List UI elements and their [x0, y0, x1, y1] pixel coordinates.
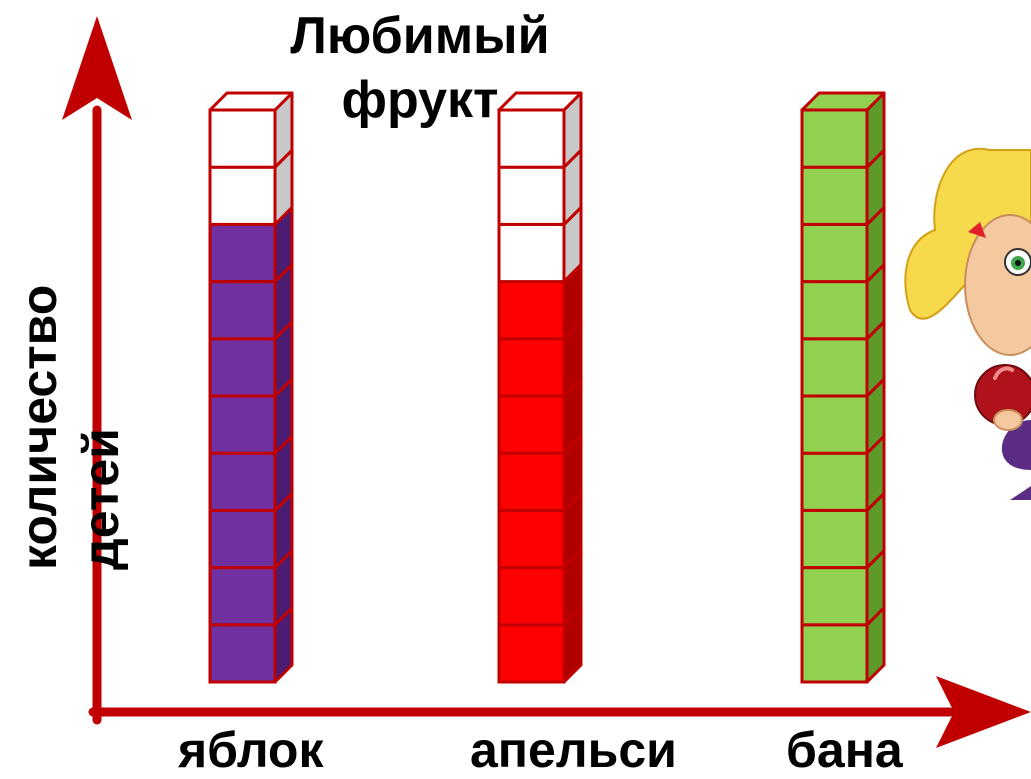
bar-cell-front: [497, 280, 566, 341]
girl-hand: [993, 409, 1023, 431]
bar-cell-banana-3: [800, 491, 886, 570]
bar-cell-front: [208, 566, 277, 627]
bar-cell-orange-2: [497, 549, 583, 627]
apple-highlight: [993, 366, 1014, 380]
bar-cell-front: [497, 566, 566, 627]
bar-top-orange: [497, 91, 583, 112]
bar-cell-front: [497, 623, 566, 684]
bar-apple: [208, 91, 294, 684]
bar-cell-banana-5: [800, 377, 886, 455]
x-tick-label-banana: бана: [786, 722, 903, 778]
bar-cell-front: [497, 165, 566, 226]
bar-cell-front: [497, 337, 566, 398]
bar-cell-apple-9: [208, 148, 294, 226]
bar-cell-banana-9: [800, 148, 886, 226]
bar-cell-front: [800, 394, 869, 455]
axes-layer: [62, 16, 1031, 748]
bar-cell-front: [208, 451, 277, 512]
x-axis-arrowhead: [936, 676, 1031, 748]
bar-top-banana: [800, 91, 886, 112]
bar-cell-front: [800, 508, 869, 570]
bar-cell-banana-7: [800, 263, 886, 341]
bar-cell-apple-5: [208, 377, 294, 455]
girl-dress: [1001, 420, 1031, 470]
girl-illustration: [904, 147, 1031, 500]
bars-layer: [208, 91, 886, 684]
bar-cell-orange-3: [497, 491, 583, 570]
bar-cell-front: [800, 165, 869, 226]
bar-cell-front: [800, 222, 869, 284]
bar-cell-orange-9: [497, 148, 583, 226]
bar-cell-front: [208, 222, 277, 284]
bar-cell-front: [208, 165, 277, 226]
bar-cell-apple-6: [208, 320, 294, 398]
bar-cell-front: [800, 108, 869, 169]
bar-cell-orange-5: [497, 377, 583, 455]
bar-cell-apple-1: [208, 606, 294, 684]
bar-cell-front: [497, 394, 566, 455]
bar-cell-front: [208, 108, 277, 169]
bar-cell-orange-7: [497, 263, 583, 341]
bar-orange: [497, 91, 583, 684]
bar-cell-front: [497, 222, 566, 284]
bar-cell-front: [208, 508, 277, 570]
bar-cell-front: [800, 280, 869, 341]
bar-cell-front: [497, 451, 566, 512]
y-axis-arrowhead: [62, 16, 132, 120]
bar-cell-front: [800, 623, 869, 684]
girl-shoe: [1010, 486, 1031, 500]
bar-cell-apple-8: [208, 205, 294, 284]
chart-title: Любимый фрукт: [290, 7, 550, 129]
bar-banana: [800, 91, 886, 684]
bar-cell-front: [800, 566, 869, 627]
bar-cell-apple-7: [208, 263, 294, 341]
bar-cell-front: [497, 508, 566, 570]
bar-cell-front: [208, 623, 277, 684]
y-axis-label: количество детей: [11, 284, 129, 570]
bar-cell-front: [208, 280, 277, 341]
x-tick-label-apple: яблок: [178, 722, 324, 778]
girl-hair-bow: [968, 222, 986, 238]
bar-cell-front: [800, 337, 869, 398]
x-tick-label-orange: апельси: [470, 722, 677, 778]
bar-cell-orange-4: [497, 434, 583, 512]
bar-cell-front: [800, 451, 869, 512]
bar-top-apple: [208, 91, 294, 112]
bar-cell-apple-3: [208, 491, 294, 570]
bar-cell-front: [208, 337, 277, 398]
bar-cell-banana-2: [800, 549, 886, 627]
bar-cell-banana-8: [800, 205, 886, 284]
decor-layer: [904, 147, 1031, 500]
bar-cell-front: [208, 394, 277, 455]
girl-pupil-center: [1015, 260, 1021, 266]
